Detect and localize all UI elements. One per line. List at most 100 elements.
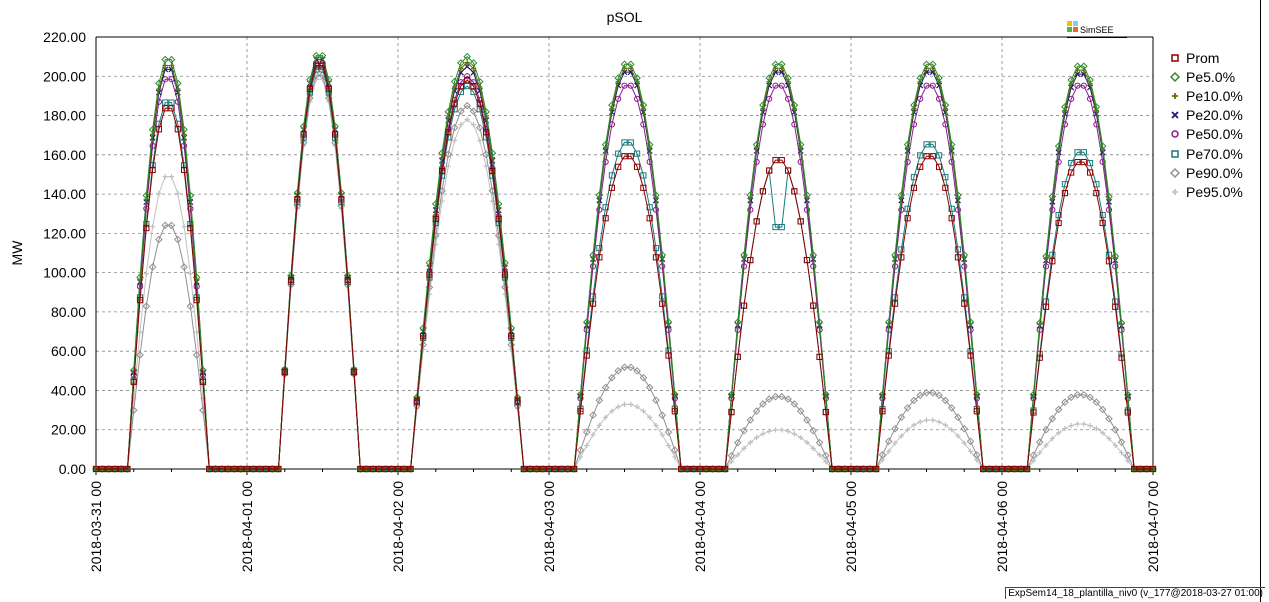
data-point [784,74,792,82]
data-point [180,142,188,149]
data-point [621,139,628,146]
data-point [810,445,816,451]
data-point [684,465,691,473]
data-point [746,191,755,199]
x-tick-label: 2018-04-05 00 [843,481,859,572]
data-point [369,465,376,473]
data-point [1079,62,1088,71]
data-point [306,76,314,84]
data-point [703,465,710,473]
legend-label: Pe90.0% [1186,164,1243,181]
data-point [388,465,395,473]
data-point [840,465,849,473]
data-point [545,465,553,473]
data-point [728,408,735,416]
data-point [496,241,502,247]
data-point [181,224,187,230]
data-point [111,465,118,473]
data-point [148,125,157,134]
data-point [1149,465,1157,473]
data-point [778,157,785,164]
data-point [803,191,811,199]
data-point [601,383,610,392]
data-point [966,318,975,326]
legend-label: Pe10.0% [1186,87,1243,104]
data-point [438,149,446,157]
data-point [218,465,225,473]
data-point [457,82,465,90]
data-point [779,427,785,433]
data-point [608,184,616,191]
data-point [168,105,175,112]
data-point [922,60,931,69]
data-point [784,167,792,174]
data-point [722,465,729,473]
data-point [609,408,615,414]
data-point [746,416,755,424]
data-point [665,352,672,359]
data-point [508,332,515,340]
data-point [199,378,207,386]
data-point [614,367,623,375]
data-point [1099,158,1106,165]
data-point [891,251,899,259]
data-point [469,59,478,67]
data-point [615,95,622,102]
y-tick-label: 100.00 [43,265,86,281]
data-point [620,363,629,372]
data-point [1056,430,1062,436]
y-tick-label: 20.00 [51,422,86,438]
data-point [884,318,893,326]
legend-label: Pe20.0% [1186,107,1243,124]
data-point [772,82,779,89]
data-point [356,465,365,473]
legend-item: Pe95.0% [1168,182,1268,201]
data-point [539,465,546,473]
data-point [1049,258,1056,265]
data-point [1061,398,1069,407]
data-point [898,433,904,439]
data-point [652,206,660,213]
data-point [935,163,943,170]
data-point [1111,425,1120,434]
data-point [589,300,597,307]
data-point [772,69,779,76]
data-point [948,205,955,212]
data-point [299,138,308,147]
simsee-logo-icon [1067,21,1078,32]
data-point [652,396,660,405]
data-point [1098,405,1107,414]
data-point [841,465,848,473]
data-point [457,79,465,86]
data-point [413,398,420,405]
data-point [596,422,602,429]
data-point [464,82,471,90]
data-point [935,95,943,102]
data-point [224,465,232,473]
data-point [754,434,760,441]
data-point [816,353,823,360]
data-point [590,432,596,438]
data-point [1080,149,1087,156]
data-point [747,256,754,264]
data-point [639,101,648,109]
data-point [432,215,439,223]
data-point [1005,465,1012,473]
data-point [469,107,478,116]
data-point [621,401,628,407]
data-point [778,223,785,231]
data-point [117,465,125,473]
data-point [1137,465,1144,473]
data-point [275,465,282,473]
data-point [1105,206,1113,213]
legend-label: Prom [1186,49,1220,66]
data-point [678,465,685,473]
data-point [457,59,465,67]
data-point [1055,219,1062,227]
data-point [658,251,667,259]
data-point [1143,465,1150,473]
series-line-pe500 [96,63,1153,470]
data-point [828,465,836,473]
data-point [306,85,314,93]
data-point [136,297,144,304]
